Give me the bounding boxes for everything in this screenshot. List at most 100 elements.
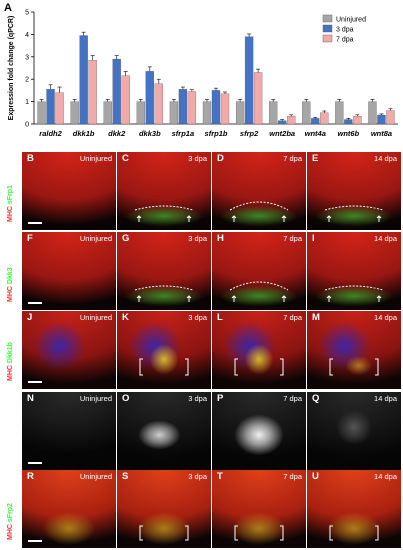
y-tick-label: 2 xyxy=(25,77,29,84)
panel-letter: U xyxy=(312,471,319,482)
bracket xyxy=(329,358,379,376)
arrow-icon xyxy=(186,215,192,222)
row-stain-label: MHC sFrp1 xyxy=(7,185,14,222)
panel-letter: Q xyxy=(312,393,320,404)
bar xyxy=(187,91,197,125)
arrow-icon xyxy=(376,295,382,302)
condition-label: 7 dpa xyxy=(283,234,302,243)
stain-name: Dkk3 xyxy=(7,267,14,285)
panel-letter: T xyxy=(217,471,223,482)
panel-letter: C xyxy=(122,153,129,164)
stain-name: MHC xyxy=(7,522,14,540)
panel-letter: H xyxy=(217,233,224,244)
arrow-icon xyxy=(231,295,237,302)
condition-label: 3 dpa xyxy=(188,394,207,403)
panel-letter: F xyxy=(27,233,33,244)
bar xyxy=(154,83,163,125)
micrograph-panel: Q 14 dpa xyxy=(307,392,401,470)
condition-label: 7 dpa xyxy=(283,472,302,481)
x-tick-label: dkk3b xyxy=(139,129,161,138)
bar xyxy=(79,35,88,125)
x-tick-label: raldh2 xyxy=(39,129,62,138)
bracket-annotation xyxy=(234,525,284,541)
condition-label: 14 dpa xyxy=(374,313,397,322)
bracket-annotation xyxy=(139,358,189,376)
condition-label: 3 dpa xyxy=(188,234,207,243)
condition-label: Uninjured xyxy=(79,472,112,481)
bar-chart: A 0 1 2 3 4 5 Expression fold change (qPCR) rald… xyxy=(4,2,398,138)
panel-letter: M xyxy=(312,312,320,323)
bracket xyxy=(139,525,189,541)
panel-letter: K xyxy=(122,312,129,323)
arrow-icon xyxy=(326,215,332,222)
micrograph-panel: F Uninjured xyxy=(22,232,116,310)
legend-label: 7 dpa xyxy=(336,37,354,44)
micrograph-panel: C 3 dpa xyxy=(117,152,211,230)
row-stain-label: MHC Dkk3 xyxy=(7,267,14,302)
stain-name: sFrp2 xyxy=(7,503,14,523)
legend-swatch xyxy=(322,34,333,43)
x-tick-label: wnt8a xyxy=(371,129,392,138)
y-tick-label: 3 xyxy=(25,54,29,61)
bar xyxy=(37,101,46,125)
x-tick-label: sfrp1b xyxy=(205,129,228,138)
wound-outline xyxy=(324,285,384,291)
panel-letter: R xyxy=(27,471,34,482)
stain-name: sFrp1 xyxy=(7,185,14,205)
wound-annotation xyxy=(134,205,194,222)
condition-label: 14 dpa xyxy=(374,472,397,481)
bar xyxy=(287,116,296,125)
scale-bar xyxy=(28,540,42,542)
condition-label: Uninjured xyxy=(79,313,112,322)
x-tick-label: sfrp2 xyxy=(240,129,259,138)
bar xyxy=(103,101,112,125)
panel-letter: I xyxy=(312,233,315,244)
arrow-icon xyxy=(186,295,192,302)
bar xyxy=(169,101,179,125)
bar xyxy=(88,60,97,125)
bar xyxy=(311,118,320,125)
micrograph-panel: U 14 dpa xyxy=(307,470,401,548)
micrograph-panel: N Uninjured xyxy=(22,392,116,470)
bracket xyxy=(234,358,284,376)
condition-label: 3 dpa xyxy=(188,313,207,322)
bar xyxy=(178,89,188,125)
bar xyxy=(353,116,362,125)
arrow-icon xyxy=(281,215,287,222)
arrow-icon xyxy=(136,215,142,222)
x-tick-label: dkk2 xyxy=(108,129,126,138)
bar xyxy=(368,101,377,125)
condition-label: 3 dpa xyxy=(188,154,207,163)
wound-outline xyxy=(134,285,194,291)
bracket-annotation xyxy=(234,358,284,376)
y-tick-label: 4 xyxy=(25,32,29,39)
micrograph-panel: B Uninjured xyxy=(22,152,116,230)
micrograph-panel: O 3 dpa xyxy=(117,392,211,470)
wound-outline xyxy=(229,281,289,291)
x-tick-label: sfrp1a xyxy=(172,129,195,138)
bracket xyxy=(329,525,379,541)
condition-label: 3 dpa xyxy=(188,472,207,481)
bar xyxy=(46,89,55,125)
micrograph-panel: K 3 dpa xyxy=(117,311,211,389)
micrograph-panel: P 7 dpa xyxy=(212,392,306,470)
condition-label: 7 dpa xyxy=(283,313,302,322)
panel-letter: E xyxy=(312,153,319,164)
micrograph-panel: M 14 dpa xyxy=(307,311,401,389)
stain-name: Dkk1b xyxy=(7,342,14,364)
bar xyxy=(377,114,386,125)
panel-letter: P xyxy=(217,393,224,404)
bar xyxy=(211,90,221,125)
condition-label: 14 dpa xyxy=(374,394,397,403)
wound-outline xyxy=(229,201,289,211)
bar xyxy=(302,101,311,125)
row-stain-label: MHC Dkk1b xyxy=(7,342,14,381)
wound-outline xyxy=(134,205,194,211)
stain-name: Dkk1b xyxy=(7,440,14,462)
condition-label: 7 dpa xyxy=(283,154,302,163)
wound-annotation xyxy=(229,201,289,222)
bracket-annotation xyxy=(139,525,189,541)
x-tick-label: wnt2ba xyxy=(269,129,295,138)
legend-label: Uninjured xyxy=(336,17,366,24)
condition-label: Uninjured xyxy=(79,394,112,403)
